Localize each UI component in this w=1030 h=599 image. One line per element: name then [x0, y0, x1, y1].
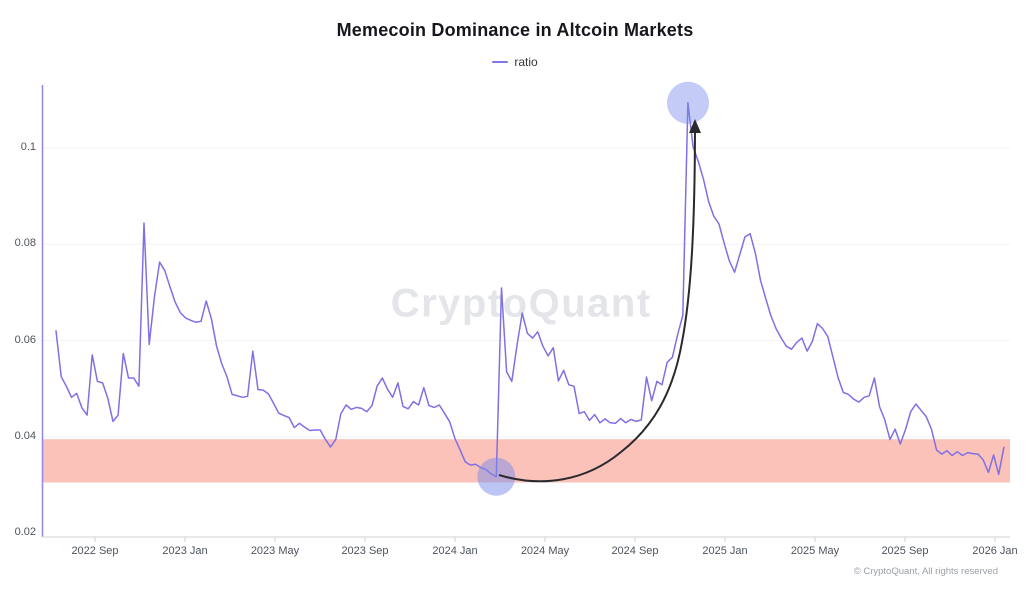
x-tick-label: 2024 May: [520, 545, 570, 557]
y-tick-label: 0.08: [14, 237, 36, 250]
x-tick-label: 2025 Sep: [881, 545, 929, 557]
chart-title: Memecoin Dominance in Altcoin Markets: [336, 20, 694, 40]
x-tick-label: 2023 May: [250, 545, 300, 557]
x-tick-label: 2026 Jan: [972, 545, 1018, 557]
high-point-marker: [667, 81, 709, 124]
legend: ratio: [0, 55, 1030, 69]
low-point-marker: [477, 457, 516, 496]
x-tick-label: 2024 Sep: [611, 545, 659, 557]
legend-label: ratio: [514, 55, 538, 69]
highlight-band: [42, 439, 1010, 483]
y-tick-label: 0.06: [14, 333, 36, 346]
legend-line-swatch: [492, 60, 509, 64]
y-tick-label: 0.02: [14, 526, 36, 538]
copyright-note: © CryptoQuant, All rights reserved: [853, 566, 998, 577]
x-tick-label: 2022 Sep: [71, 545, 119, 557]
y-tick-label: 0.1: [20, 141, 36, 153]
trend-arrow: [498, 119, 701, 483]
y-tick-label: 0.04: [14, 429, 36, 442]
cryptoquant-watermark: CryptoQuant: [390, 281, 652, 326]
x-tick-label: 2025 May: [790, 545, 840, 557]
ratio-series-line: [55, 102, 1005, 478]
x-tick-label: 2025 Jan: [702, 545, 748, 557]
x-tick-label: 2024 Jan: [432, 545, 478, 557]
x-tick-label: 2023 Jan: [162, 545, 208, 557]
x-tick-label: 2023 Sep: [341, 545, 389, 557]
